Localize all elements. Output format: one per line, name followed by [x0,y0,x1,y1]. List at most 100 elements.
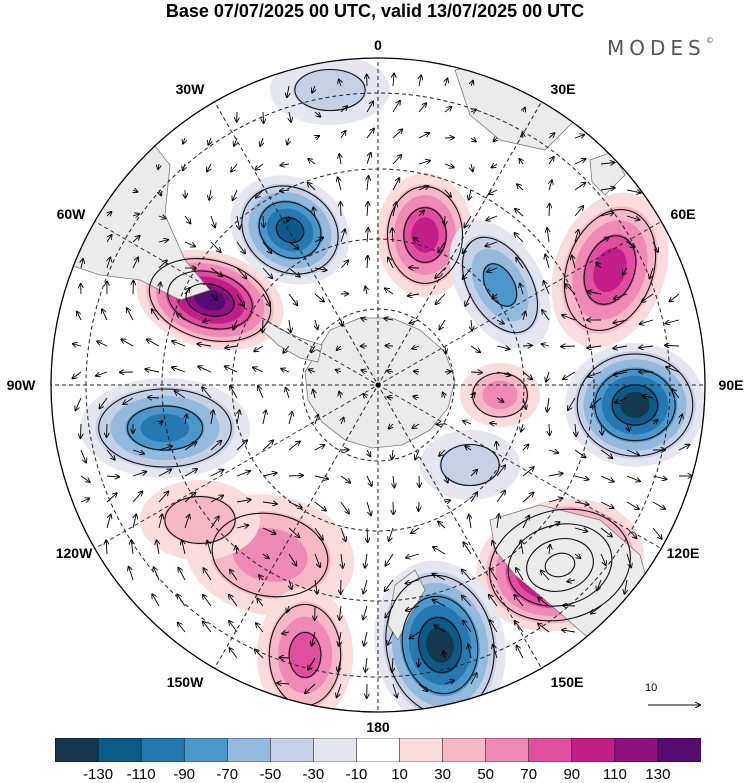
wind-arrow [522,493,534,503]
wind-arrow [434,625,446,633]
wind-arrow [236,440,247,451]
wind-arrow [548,498,563,503]
wind-arrow [237,410,240,425]
wind-arrow [339,79,341,87]
wind-arrow [496,346,510,349]
wind-arrow [289,111,291,122]
wind-arrow [496,398,504,402]
wind-arrow [132,236,140,243]
wind-arrow [385,605,394,618]
wind-arrow [154,567,160,581]
wind-arrow [414,371,420,372]
wind-arrow [572,255,575,269]
colorbar-tick-label: -90 [173,766,196,783]
wind-arrow [314,476,328,479]
wind-arrow [365,657,367,672]
colorbar-tick-label: 110 [602,766,627,783]
wind-arrow [542,310,550,321]
wind-arrow [548,522,560,529]
wind-arrow [596,262,602,269]
wind-arrow [258,386,264,399]
wind-arrow [471,138,476,142]
wind-arrow [522,445,529,451]
wind-arrow [106,476,119,477]
wind-arrow [470,470,477,477]
wind-arrow [601,423,602,435]
lon-label-30e: 30E [550,81,576,97]
wind-arrow [208,137,211,145]
wind-arrow [627,423,629,431]
wind-arrow [364,631,367,646]
colorbar-tick-label: -10 [345,766,368,783]
wind-arrow [287,605,289,612]
wind-arrow [435,267,446,278]
wind-arrow [433,600,446,607]
wind-arrow [230,386,238,399]
wind-arrow [340,131,346,139]
wind-arrow [600,501,614,508]
wind-arrow [522,133,523,139]
wind-arrow [545,255,550,269]
wind-arrow [652,501,665,509]
wind-arrow [600,163,614,165]
wind-arrow [203,568,212,581]
wind-arrow [106,540,107,555]
wind-arrow [640,319,654,324]
wind-arrow [229,595,238,607]
wind-arrow [516,258,524,269]
colorbar [55,738,701,762]
wind-arrow [626,553,631,567]
wind-arrow [340,501,349,514]
colorbar-swatch [657,738,701,762]
wind-arrow [80,499,89,503]
wind-arrow [574,527,587,531]
wind-arrow [444,372,451,373]
wind-arrow [229,621,238,633]
wind-arrow [366,129,374,139]
colorbar-swatch [528,738,573,762]
anomaly-shade [439,443,501,487]
wind-arrow [147,339,160,347]
anomaly-shade [482,380,518,410]
contour-line [489,508,631,622]
wind-arrow [496,371,511,375]
wind-arrow [470,372,482,373]
colorbar-swatch [227,738,271,762]
wind-arrow [415,449,420,460]
wind-arrow [471,319,472,331]
wind-arrow [262,473,277,476]
wind-arrow [365,286,367,295]
wind-arrow [444,107,452,113]
wind-arrow [80,475,90,482]
wind-arrow [158,260,167,269]
wind-arrow [623,267,628,275]
wind-arrow [75,397,82,410]
wind-arrow [280,164,290,165]
lon-label-120w: 120W [55,545,93,561]
wind-arrow [626,190,641,193]
wind-arrow [574,206,583,217]
wind-arrow [652,527,662,539]
wind-arrow [313,390,315,399]
wind-arrow [286,388,289,399]
wind-arrow [158,216,166,219]
wind-arrow [225,366,238,373]
wind-arrow [600,475,614,482]
wind-arrow [361,370,368,372]
wind-arrow [486,215,498,220]
wind-arrow [314,553,320,567]
wind-arrow [184,515,189,529]
lon-label-150w: 150W [166,674,204,690]
wind-arrow [314,445,324,451]
wind-arrow [121,339,134,347]
wind-arrow [574,159,586,165]
wind-arrow [338,177,342,191]
wind-arrow [107,257,110,269]
wind-arrow [463,621,472,633]
wind-arrow [517,646,524,659]
wind-arrow [445,475,448,483]
wind-arrow [263,410,266,425]
wind-arrow [574,554,581,558]
wind-arrow [626,449,639,455]
colorbar-swatch [313,738,358,762]
